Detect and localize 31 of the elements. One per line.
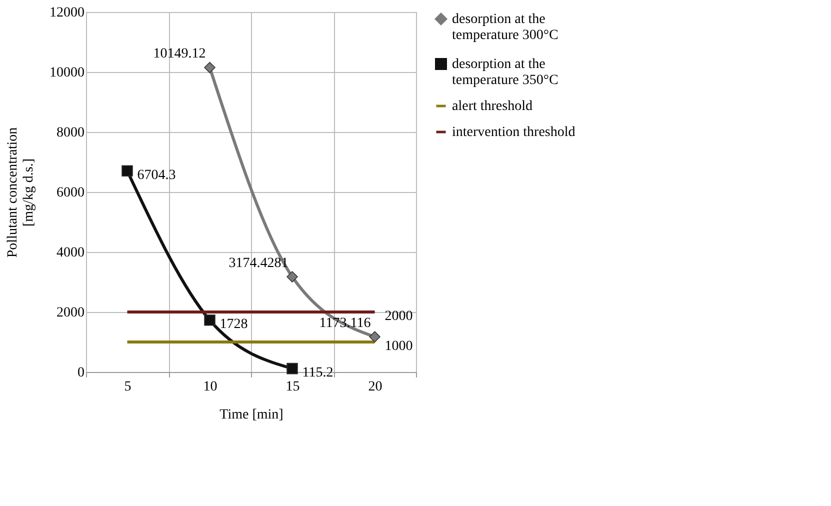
- y-tick-label: 2000: [56, 306, 84, 320]
- data-label: 1728: [220, 317, 248, 332]
- data-label: 10149.12: [153, 46, 206, 62]
- y-tick-label: 4000: [56, 246, 84, 260]
- point: [369, 331, 380, 342]
- data-label: 6704.3: [137, 168, 176, 183]
- data-label: 115.2: [302, 366, 334, 381]
- y-tick-label: 6000: [56, 186, 84, 200]
- point: [204, 314, 216, 326]
- y-axis-title: Pollutant concentration [mg/kg d.s.]: [6, 127, 36, 258]
- data-label: 2000: [384, 309, 413, 324]
- legend-label: desorption at the temperature 350°C: [452, 57, 558, 88]
- data-label: 1000: [384, 339, 413, 354]
- legend-label: desorption at the temperature 300°C: [452, 12, 558, 43]
- y-tick-label: 10000: [50, 66, 84, 80]
- legend-label: intervention threshold: [452, 125, 576, 140]
- legend-label: alert threshold: [452, 99, 532, 114]
- x-tick-label: 20: [368, 380, 382, 394]
- x-axis-title: Time [min]: [220, 408, 284, 422]
- data-label: 3174.4281: [228, 256, 288, 271]
- y-tick-label: 12000: [50, 6, 84, 20]
- x-tick-label: 5: [124, 380, 132, 394]
- point: [122, 165, 133, 177]
- x-tick-label: 15: [286, 380, 300, 394]
- data-label: 1173.116: [319, 316, 371, 331]
- point: [286, 271, 298, 282]
- y-tick-label: 8000: [56, 126, 84, 140]
- point: [204, 62, 216, 74]
- x-tick-label: 10: [203, 380, 218, 394]
- y-tick-label: 0: [78, 366, 84, 380]
- point: [286, 362, 298, 374]
